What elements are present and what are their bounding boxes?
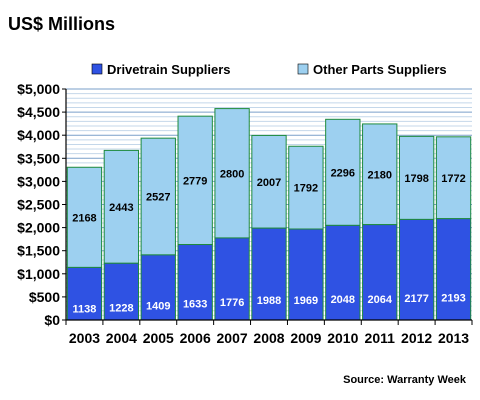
bar-other-parts: [103, 149, 140, 264]
data-label-other-parts: 1798: [404, 173, 428, 185]
data-label-drivetrain: 1228: [109, 303, 133, 315]
bar-other-parts: [398, 135, 435, 220]
legend-swatch: [91, 63, 103, 75]
x-tick-label: 2006: [180, 330, 211, 346]
data-label-other-parts: 1792: [294, 183, 318, 195]
bar-drivetrain: [66, 266, 103, 321]
bar-other-parts: [177, 115, 213, 246]
data-label-other-parts: 2168: [72, 212, 96, 224]
y-tick-label: $500: [29, 289, 60, 305]
bar-other-parts: [288, 145, 324, 230]
y-tick-label: $5,000: [17, 81, 60, 97]
bar-drivetrain: [288, 228, 324, 321]
data-label-other-parts: 1772: [441, 173, 465, 185]
y-tick-label: $4,000: [17, 127, 60, 143]
data-label-drivetrain: 2177: [404, 293, 428, 305]
bar-other-parts: [435, 136, 472, 220]
data-label-other-parts: 2800: [220, 168, 244, 180]
legend-label: Other Parts Suppliers: [313, 62, 447, 77]
data-label-drivetrain: 2064: [367, 294, 392, 306]
bar-drivetrain: [398, 218, 435, 321]
x-tick-label: 2010: [327, 330, 358, 346]
data-label-drivetrain: 1776: [220, 297, 244, 309]
data-label-other-parts: 2779: [183, 175, 207, 187]
data-label-drivetrain: 1633: [183, 298, 207, 310]
y-tick-label: $0: [44, 312, 60, 328]
x-tick-label: 2003: [69, 330, 100, 346]
legend-swatch: [297, 63, 309, 75]
x-tick-label: 2009: [290, 330, 321, 346]
y-tick-label: $3,500: [17, 150, 60, 166]
data-label-drivetrain: 2048: [331, 294, 355, 306]
data-label-other-parts: 2180: [367, 169, 391, 181]
x-tick-label: 2008: [253, 330, 284, 346]
chart-title: US$ Millions: [8, 14, 116, 34]
data-label-other-parts: 2296: [331, 167, 355, 179]
bar-drivetrain: [435, 218, 472, 321]
data-label-other-parts: 2443: [109, 202, 133, 214]
data-label-drivetrain: 1409: [146, 301, 170, 313]
x-tick-label: 2011: [365, 330, 396, 346]
x-tick-label: 2005: [143, 330, 174, 346]
data-label-drivetrain: 1988: [257, 295, 281, 307]
x-tick-label: 2012: [401, 330, 432, 346]
y-tick-label: $3,000: [17, 173, 60, 189]
source-note: Source: Warranty Week: [343, 374, 466, 386]
y-tick-label: $2,000: [17, 220, 60, 236]
bar-other-parts: [251, 134, 287, 229]
x-tick-label: 2007: [217, 330, 248, 346]
bar-drivetrain: [103, 262, 140, 321]
data-label-other-parts: 2527: [146, 192, 170, 204]
y-tick-label: $4,500: [17, 104, 60, 120]
data-label-drivetrain: 2193: [441, 293, 465, 305]
x-tick-label: 2004: [106, 330, 137, 346]
y-tick-label: $1,500: [17, 243, 60, 259]
bar-other-parts: [66, 166, 103, 268]
legend-label: Drivetrain Suppliers: [107, 62, 231, 77]
data-label-drivetrain: 1969: [294, 295, 318, 307]
y-tick-label: $2,500: [17, 197, 60, 213]
x-tick-label: 2013: [438, 330, 469, 346]
bar-other-parts: [140, 137, 176, 256]
data-label-drivetrain: 1138: [73, 303, 97, 315]
data-label-other-parts: 2007: [257, 177, 281, 189]
bar-drivetrain: [214, 237, 250, 321]
y-tick-label: $1,000: [17, 266, 60, 282]
